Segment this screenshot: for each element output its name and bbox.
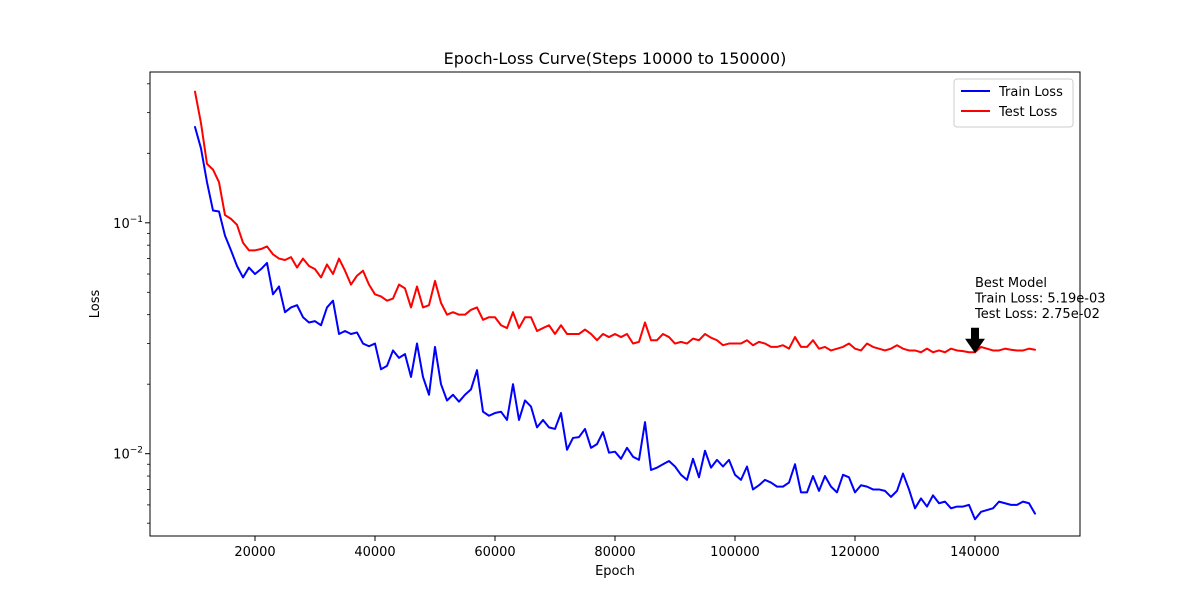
legend: Train Loss Test Loss [953, 78, 1074, 128]
y-tick-label: 10−2 [113, 446, 143, 463]
annotation-arrow [965, 327, 985, 354]
x-tick-label: 60000 [474, 545, 515, 560]
x-tick-label: 120000 [830, 545, 880, 560]
x-tick-label: 140000 [950, 545, 1000, 560]
legend-label: Test Loss [998, 105, 1057, 120]
annotation-text: Test Loss: 2.75e-02 [974, 307, 1100, 322]
annotation-text: Best Model [975, 276, 1047, 291]
x-tick-label: 100000 [710, 545, 760, 560]
y-tick-label: 10−1 [113, 215, 143, 232]
chart-title: Epoch-Loss Curve(Steps 10000 to 150000) [444, 49, 787, 68]
x-tick-label: 20000 [234, 545, 275, 560]
series-lines [194, 90, 1036, 521]
plot-frame [149, 71, 1081, 537]
axis-ticks: 20000 40000 60000 80000 100000 120000 140000 10… [113, 83, 1000, 560]
x-tick-label: 80000 [594, 545, 635, 560]
series-line-test-loss [194, 90, 1036, 354]
series-line-train-loss [194, 126, 1036, 521]
legend-label: Train Loss [998, 85, 1063, 100]
y-axis-label: Loss [88, 290, 103, 319]
annotation-text: Train Loss: 5.19e-03 [974, 292, 1106, 307]
x-axis-label: Epoch [595, 564, 635, 579]
x-tick-label: 40000 [354, 545, 395, 560]
